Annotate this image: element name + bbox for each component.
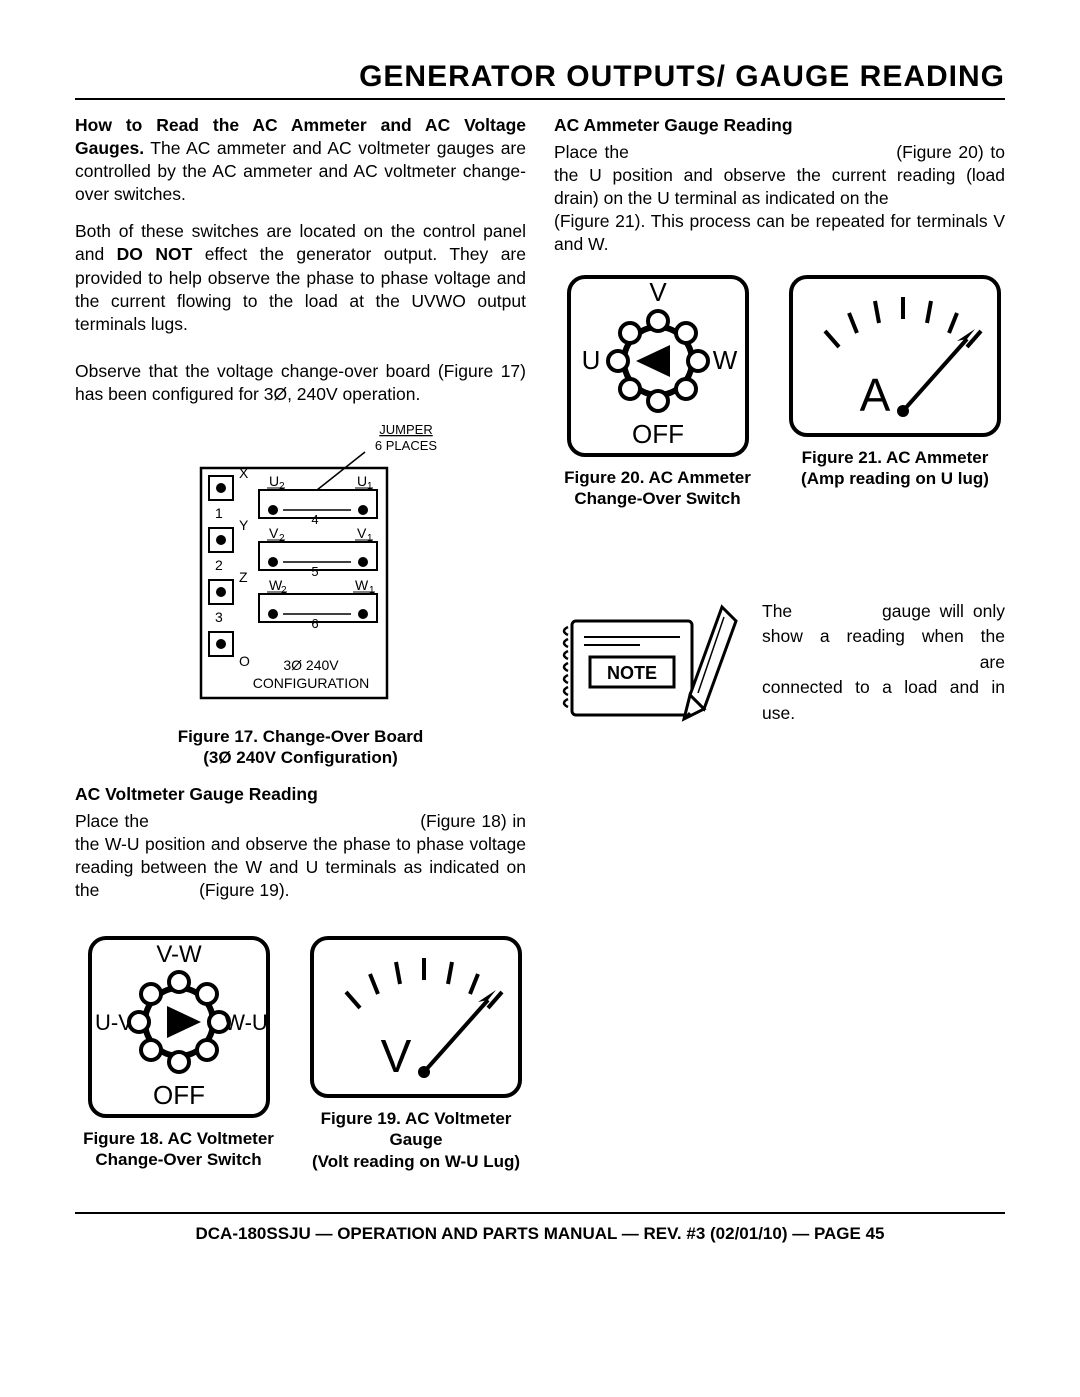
figure-20-caption-2: Change-Over Switch	[554, 488, 761, 509]
ammeter-gauge-diagram: A	[785, 271, 1005, 441]
svg-text:W-U: W-U	[224, 1010, 268, 1035]
figure-18: V-W U-V W-U OFF Figure 18. AC Voltmeter …	[75, 932, 282, 1171]
svg-text:O: O	[239, 653, 250, 669]
figure-19: V Figure 19. AC Voltmeter Gauge (Volt re…	[306, 932, 526, 1172]
svg-text:U: U	[581, 345, 600, 375]
left-column: How to Read the AC Ammeter and AC Voltag…	[75, 114, 526, 1172]
svg-text:NOTE: NOTE	[607, 663, 657, 683]
svg-text:V: V	[357, 525, 367, 541]
ammeter-heading: AC Ammeter Gauge Reading	[554, 114, 1005, 137]
footer-text: DCA-180SSJU — OPERATION AND PARTS MANUAL…	[75, 1224, 1005, 1244]
note-c: are connected to a load and in use.	[762, 652, 1005, 723]
svg-text:5: 5	[311, 564, 318, 579]
figure-17-caption-2: (3Ø 240V Configuration)	[75, 747, 526, 768]
amp-p1c: (Figure 21). This process can be repeate…	[554, 211, 1005, 254]
volt-p1c: (Figure 19).	[199, 880, 289, 900]
svg-text:U: U	[357, 473, 367, 489]
svg-text:1: 1	[367, 481, 373, 492]
figure-17-caption-1: Figure 17. Change-Over Board	[75, 726, 526, 747]
svg-text:3: 3	[215, 609, 223, 625]
svg-text:6: 6	[311, 616, 318, 631]
intro-para-3: Observe that the voltage change-over boa…	[75, 360, 526, 406]
svg-text:U-V: U-V	[95, 1010, 133, 1035]
svg-text:Y: Y	[239, 517, 249, 533]
intro-para-1: How to Read the AC Ammeter and AC Voltag…	[75, 114, 526, 206]
svg-text:1: 1	[215, 505, 223, 521]
voltmeter-heading: AC Voltmeter Gauge Reading	[75, 783, 526, 806]
intro-para-2: Both of these switches are located on th…	[75, 220, 526, 335]
svg-text:3Ø 240V: 3Ø 240V	[283, 657, 339, 673]
footer-rule	[75, 1212, 1005, 1214]
svg-text:U: U	[269, 473, 279, 489]
svg-text:CONFIGURATION: CONFIGURATION	[252, 675, 368, 691]
ammeter-para: Place the (Figure 20) to the U position …	[554, 141, 1005, 256]
main-columns: How to Read the AC Ammeter and AC Voltag…	[75, 114, 1005, 1172]
figure-19-caption-1: Figure 19. AC Voltmeter Gauge	[306, 1108, 526, 1151]
figure-18-19-row: V-W U-V W-U OFF Figure 18. AC Voltmeter …	[75, 932, 526, 1172]
svg-text:2: 2	[281, 585, 287, 596]
voltmeter-para: Place the (Figure 18) in the W-U positio…	[75, 810, 526, 902]
svg-text:Z: Z	[239, 569, 248, 585]
svg-text:V: V	[649, 277, 667, 307]
svg-text:1: 1	[369, 585, 375, 596]
svg-text:X: X	[239, 465, 249, 481]
figure-21: A Figure 21. AC Ammeter (Amp reading on …	[785, 271, 1005, 490]
note-block: NOTE The gauge will only show a reading …	[554, 599, 1005, 735]
change-over-board-diagram: JUMPER 6 PLACES X Y Z O 1 2	[151, 420, 451, 720]
svg-text:W: W	[355, 577, 369, 593]
svg-text:W: W	[712, 345, 737, 375]
svg-text:1: 1	[367, 533, 373, 544]
svg-text:A: A	[860, 369, 891, 421]
figure-17: JUMPER 6 PLACES X Y Z O 1 2	[75, 420, 526, 769]
svg-text:OFF: OFF	[153, 1080, 205, 1110]
voltmeter-gauge-diagram: V	[306, 932, 526, 1102]
figure-20-21-row: V U W OFF Figure 20. AC Ammeter Change-O…	[554, 271, 1005, 510]
figure-21-caption-1: Figure 21. AC Ammeter	[785, 447, 1005, 468]
figure-20-caption-1: Figure 20. AC Ammeter	[554, 467, 761, 488]
note-a: The	[762, 601, 792, 621]
figure-18-caption-1: Figure 18. AC Voltmeter	[75, 1128, 282, 1149]
svg-text:JUMPER: JUMPER	[379, 422, 432, 437]
svg-text:2: 2	[279, 533, 285, 544]
note-text: The gauge will only show a reading when …	[762, 599, 1005, 726]
figure-19-caption-2: (Volt reading on W-U Lug)	[306, 1151, 526, 1172]
svg-text:V: V	[381, 1030, 412, 1082]
voltmeter-switch-diagram: V-W U-V W-U OFF	[84, 932, 274, 1122]
note-b: gauge will only show a reading when the	[762, 601, 1005, 646]
figure-21-caption-2: (Amp reading on U lug)	[785, 468, 1005, 489]
right-column: AC Ammeter Gauge Reading Place the (Figu…	[554, 114, 1005, 1172]
svg-text:V: V	[269, 525, 279, 541]
volt-p1a: Place the	[75, 811, 155, 831]
svg-text:4: 4	[311, 512, 318, 527]
figure-18-caption-2: Change-Over Switch	[75, 1149, 282, 1170]
svg-text:2: 2	[279, 481, 285, 492]
p2-bold: DO NOT	[117, 244, 193, 264]
svg-text:6 PLACES: 6 PLACES	[374, 438, 436, 453]
figure-20: V U W OFF Figure 20. AC Ammeter Change-O…	[554, 271, 761, 510]
page-title: GENERATOR OUTPUTS/ GAUGE READING	[75, 60, 1005, 94]
svg-text:V-W: V-W	[156, 941, 202, 968]
svg-text:OFF: OFF	[632, 419, 684, 449]
note-icon: NOTE	[554, 599, 744, 729]
ammeter-switch-diagram: V U W OFF	[563, 271, 753, 461]
amp-p1a: Place the	[554, 142, 636, 162]
title-rule	[75, 98, 1005, 100]
svg-text:2: 2	[215, 557, 223, 573]
